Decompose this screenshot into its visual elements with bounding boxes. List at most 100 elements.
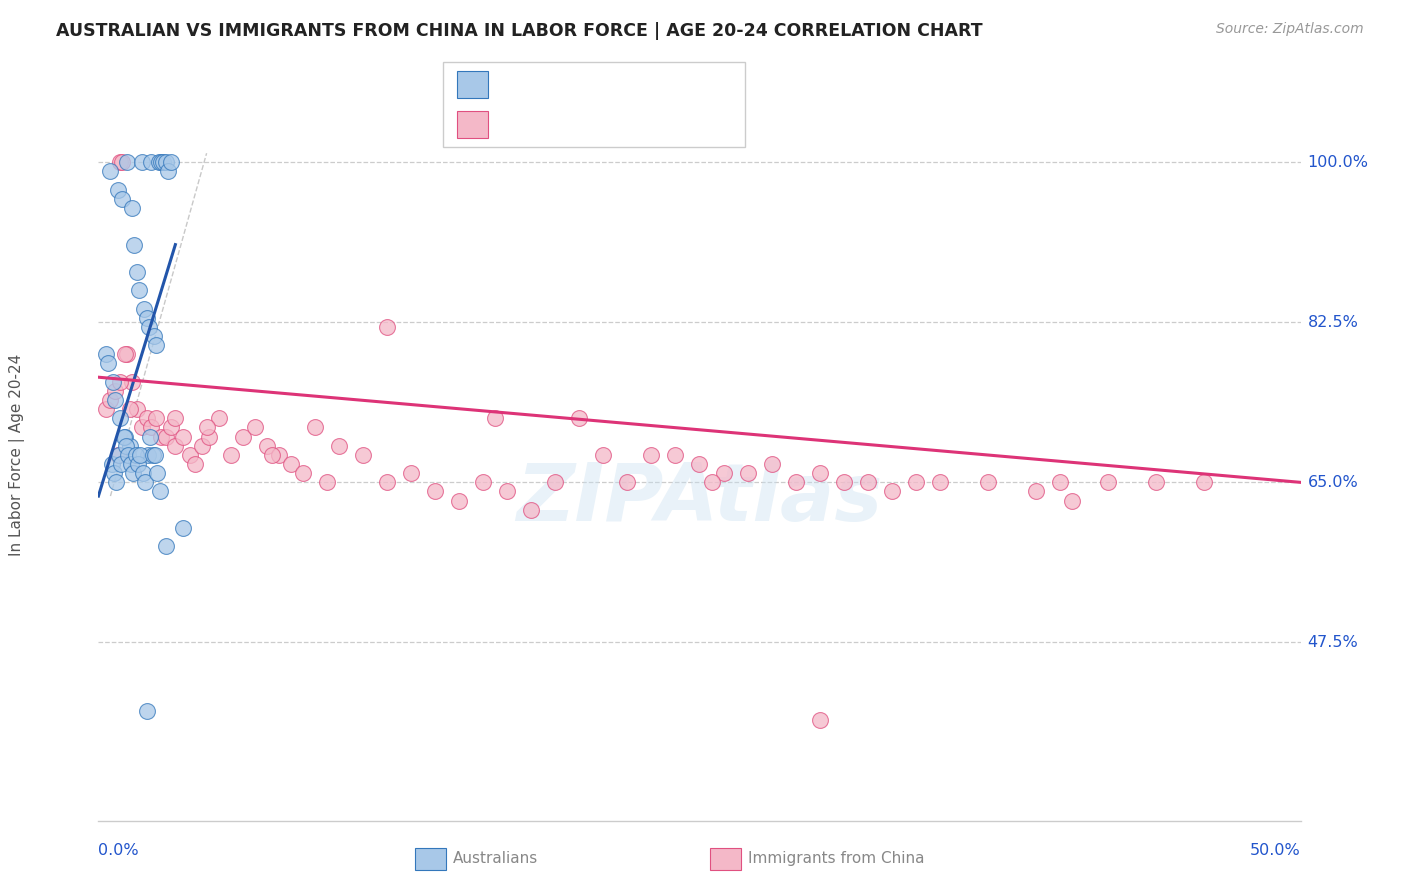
Point [117, 347, 139, 361]
Point [291, 467, 314, 481]
Point [125, 402, 148, 417]
Point [146, 467, 169, 481]
Point [134, 475, 156, 490]
Text: Source: ZipAtlas.com: Source: ZipAtlas.com [1216, 22, 1364, 37]
Point [195, 420, 218, 434]
Point [136, 448, 159, 462]
Point [121, 201, 143, 215]
Point [141, 420, 163, 434]
Point [94, 347, 117, 361]
Point [149, 484, 172, 499]
Point [375, 320, 398, 334]
Point [117, 155, 139, 169]
Point [145, 338, 167, 352]
Point [138, 320, 160, 334]
Point [131, 420, 153, 434]
Point [125, 448, 148, 462]
Point [97, 357, 120, 371]
Point [121, 375, 143, 389]
Text: N =: N = [605, 71, 652, 89]
Point [131, 155, 153, 169]
Point [101, 375, 124, 389]
Point [1144, 475, 1167, 490]
Point [108, 155, 131, 169]
Point [149, 155, 172, 169]
Text: Australians: Australians [453, 852, 538, 866]
Point [159, 155, 181, 169]
Point [108, 411, 131, 425]
Point [688, 457, 710, 471]
Point [399, 467, 422, 481]
Point [107, 183, 129, 197]
Point [105, 475, 128, 490]
Point [100, 457, 122, 471]
Point [447, 493, 470, 508]
Text: In Labor Force | Age 20-24: In Labor Force | Age 20-24 [8, 354, 25, 556]
Point [135, 411, 157, 425]
Point [172, 521, 194, 535]
Point [328, 439, 350, 453]
Point [977, 475, 1000, 490]
Point [135, 310, 157, 325]
Point [100, 393, 122, 408]
Point [139, 430, 162, 444]
Point [260, 448, 283, 462]
Point [700, 475, 723, 490]
Point [484, 411, 506, 425]
Point [808, 713, 831, 727]
Point [111, 192, 134, 206]
Point [761, 457, 783, 471]
Point [737, 467, 759, 481]
Point [108, 448, 131, 462]
Point [472, 475, 495, 490]
Point [141, 155, 163, 169]
Point [856, 475, 879, 490]
Point [128, 284, 150, 298]
Point [127, 457, 149, 471]
Point [125, 265, 148, 279]
Text: 75: 75 [668, 112, 690, 129]
Text: ZIPAtlas: ZIPAtlas [516, 459, 883, 538]
Point [118, 439, 141, 453]
Point [280, 457, 302, 471]
Point [104, 384, 127, 398]
Point [110, 457, 132, 471]
Point [145, 411, 167, 425]
Point [132, 301, 155, 316]
Point [142, 329, 165, 343]
Point [713, 467, 735, 481]
Text: 0.297: 0.297 [546, 71, 599, 89]
Point [219, 448, 242, 462]
Point [143, 448, 166, 462]
Point [256, 439, 278, 453]
Point [616, 475, 638, 490]
Point [149, 430, 172, 444]
Point [118, 402, 141, 417]
Text: 0.0%: 0.0% [98, 843, 139, 858]
Point [135, 704, 157, 718]
Point [107, 448, 129, 462]
Point [155, 539, 177, 553]
Text: 82.5%: 82.5% [1308, 315, 1358, 330]
Point [352, 448, 374, 462]
Text: 100.0%: 100.0% [1308, 155, 1368, 169]
Text: R =: R = [499, 71, 540, 89]
Point [108, 375, 131, 389]
Text: 65.0%: 65.0% [1308, 475, 1358, 490]
Point [172, 430, 194, 444]
Point [111, 155, 134, 169]
Point [122, 467, 145, 481]
Point [315, 475, 337, 490]
Point [832, 475, 855, 490]
Point [103, 467, 125, 481]
Point [1097, 475, 1119, 490]
Point [120, 457, 142, 471]
Point [165, 411, 187, 425]
Point [1025, 484, 1047, 499]
Point [198, 430, 221, 444]
Point [1062, 493, 1084, 508]
Point [785, 475, 807, 490]
Text: 52: 52 [661, 71, 683, 89]
Text: 47.5%: 47.5% [1308, 635, 1358, 650]
Point [232, 430, 254, 444]
